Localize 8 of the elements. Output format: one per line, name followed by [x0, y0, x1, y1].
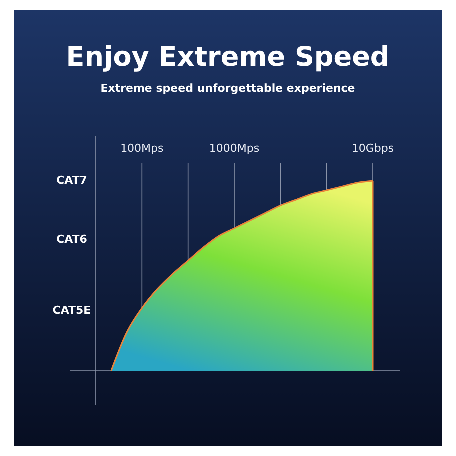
chart-subtitle: Extreme speed unforgettable experience [100, 82, 356, 95]
annotation: CAT6 [56, 232, 88, 246]
x-tick-label: 100Mps [120, 142, 164, 155]
x-tick-label: 1000Mps [209, 142, 260, 155]
annotation: CAT5E [52, 304, 92, 317]
x-tick-label: 10Gbps [352, 142, 394, 155]
annotation: CAT7 [56, 174, 88, 187]
chart-title: Enjoy Extreme Speed [66, 42, 390, 73]
